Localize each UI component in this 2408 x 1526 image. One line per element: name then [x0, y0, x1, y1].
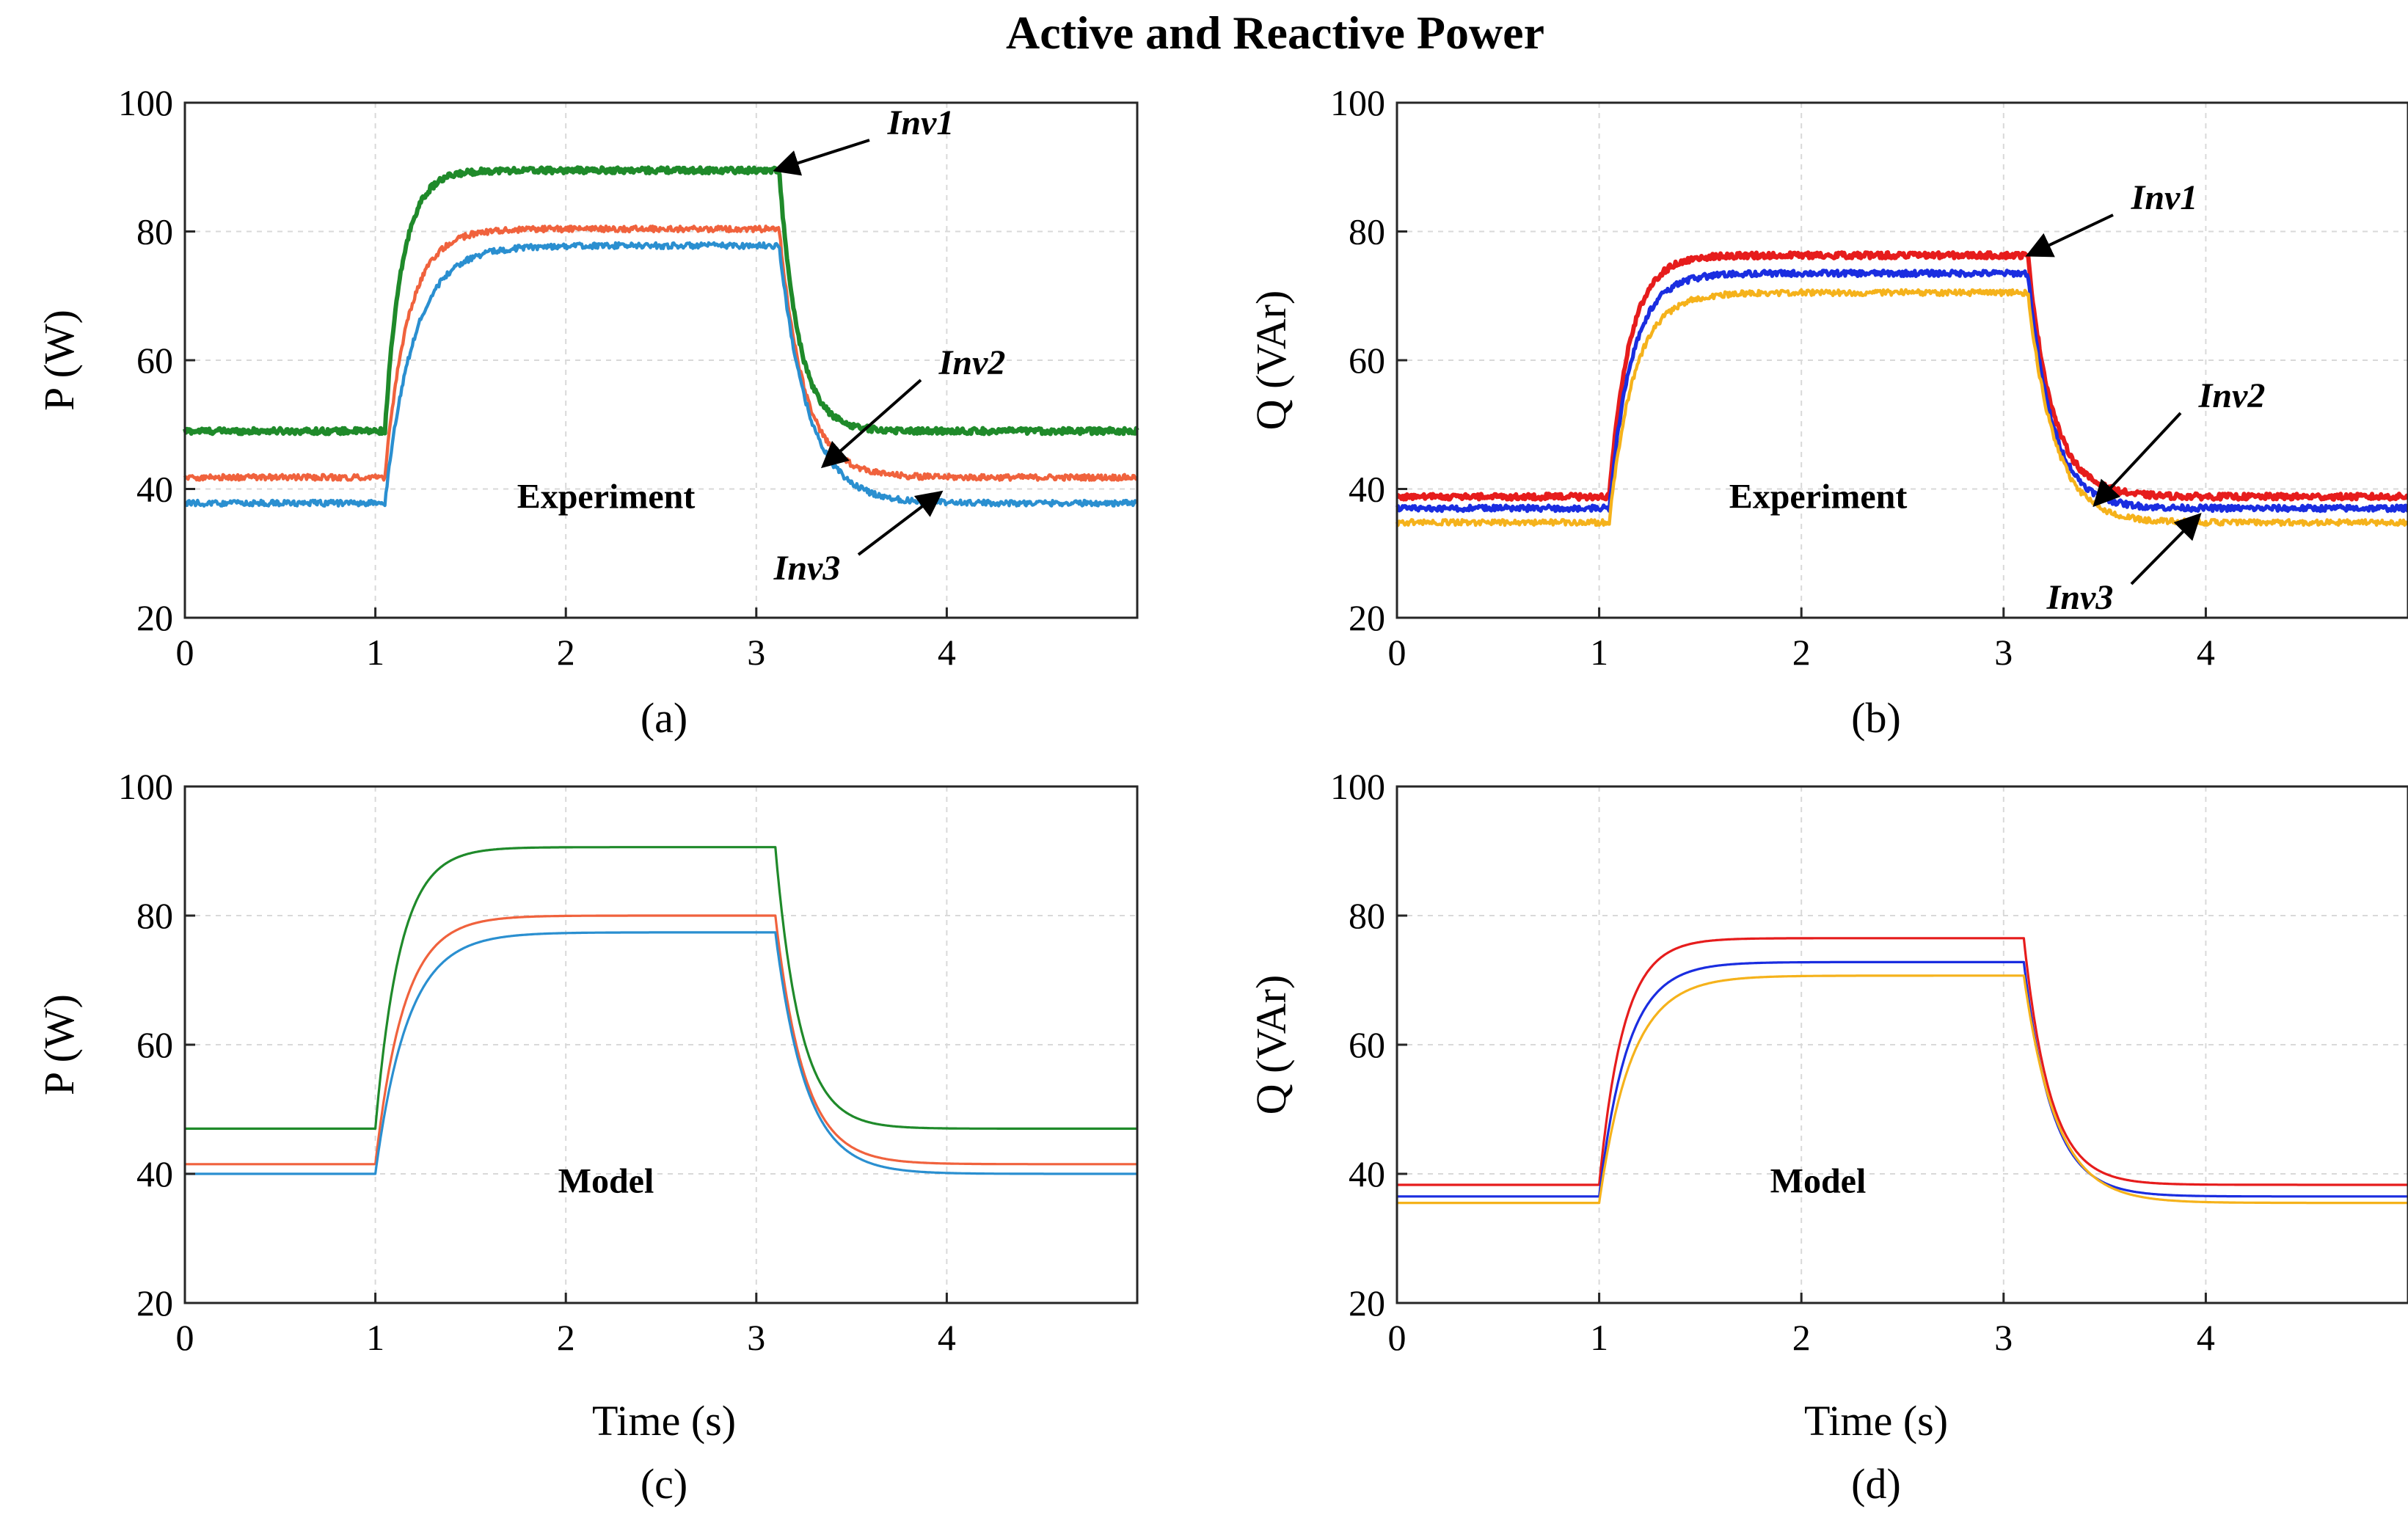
y-tick-label: 40	[1349, 1153, 1385, 1194]
y-axis-label: Q (VAr)	[1247, 975, 1295, 1115]
x-tick-label: 3	[1994, 1317, 2013, 1358]
x-tick-label: 4	[2197, 632, 2215, 673]
x-tick-label: 0	[1388, 632, 1407, 673]
y-tick-label: 60	[136, 340, 173, 381]
series-line-inv2	[1396, 960, 2408, 1198]
x-tick-label: 3	[747, 632, 765, 673]
annotation-inv1: Inv1	[2131, 178, 2198, 217]
series-line-inv3	[184, 931, 1138, 1175]
y-tick-label: 20	[1349, 1282, 1385, 1324]
x-tick-label: 1	[366, 1317, 384, 1358]
series-line-inv1	[1396, 937, 2408, 1186]
y-tick-label: 40	[136, 469, 173, 510]
y-tick-label: 100	[1330, 766, 1385, 807]
panel-caption: (b)	[1851, 694, 1901, 742]
panel-note: Experiment	[517, 478, 696, 516]
panel-caption: (d)	[1851, 1460, 1901, 1508]
annotation-inv3: Inv3	[773, 549, 841, 588]
x-axis-label: Time (s)	[592, 1397, 736, 1445]
chart-panel-d: 0 1 2 3 4 20 40 60 80 100 Q (VAr) Time (s) (d) Model	[1247, 766, 2408, 1508]
panel-note: Model	[1770, 1161, 1867, 1200]
series-line-inv1	[1395, 250, 2408, 502]
annotation-arrow	[773, 139, 870, 176]
x-tick-label: 4	[938, 1317, 956, 1358]
x-tick-label: 3	[747, 1317, 765, 1358]
annotation-inv2: Inv2	[2198, 376, 2266, 415]
annotation-arrow	[820, 379, 922, 469]
x-tick-label: 4	[938, 632, 956, 673]
y-tick-label: 80	[136, 211, 173, 252]
y-tick-label: 20	[136, 597, 173, 638]
series-line-inv3	[1395, 288, 2408, 527]
y-tick-label: 80	[136, 895, 173, 936]
annotation-arrow	[2093, 412, 2182, 508]
y-tick-label: 100	[118, 82, 173, 123]
chart-panel-c: 0 1 2 3 4 20 40 60 80 100 P (W) Time (s) (c) Model	[35, 766, 1139, 1508]
x-tick-label: 3	[1994, 632, 2013, 673]
chart-panel-b: 0 1 2 3 4 20 40 60 80 100 Q (VAr) (b) Experiment Inv1…	[1247, 82, 2408, 742]
annotation-arrow	[2130, 513, 2202, 585]
panel-caption: (a)	[641, 694, 687, 742]
x-tick-label: 4	[2197, 1317, 2215, 1358]
x-axis-label: Time (s)	[1804, 1397, 1948, 1445]
y-tick-label: 60	[1349, 340, 1385, 381]
y-tick-label: 40	[1349, 469, 1385, 510]
x-tick-label: 1	[1590, 632, 1608, 673]
x-tick-label: 1	[1590, 1317, 1608, 1358]
x-tick-label: 2	[557, 1317, 575, 1358]
y-tick-label: 20	[1349, 597, 1385, 638]
x-tick-label: 1	[366, 632, 384, 673]
series-line-inv2	[183, 224, 1138, 482]
x-tick-label: 2	[1792, 1317, 1811, 1358]
series-line-inv2	[1395, 269, 2408, 514]
y-tick-label: 60	[1349, 1024, 1385, 1065]
y-tick-label: 100	[118, 766, 173, 807]
series-line-inv3	[183, 241, 1138, 508]
y-tick-label: 20	[136, 1282, 173, 1324]
series-line-inv1	[183, 165, 1139, 437]
y-axis-label: P (W)	[35, 994, 83, 1095]
series-line-inv3	[1396, 974, 2408, 1205]
panel-note: Model	[558, 1161, 654, 1200]
x-tick-label: 2	[557, 632, 575, 673]
annotation-inv2: Inv2	[938, 343, 1006, 382]
annotation-inv3: Inv3	[2046, 578, 2114, 617]
chart-panel-a: 0 1 2 3 4 20 40 60 80 100 P (W) (a) Experiment Inv1 In…	[35, 82, 1139, 742]
annotation-inv1: Inv1	[887, 103, 955, 142]
series-line-inv2	[184, 914, 1138, 1166]
y-tick-label: 40	[136, 1153, 173, 1194]
annotation-arrow	[2025, 213, 2114, 258]
y-axis-label: P (W)	[35, 310, 83, 411]
panel-caption: (c)	[641, 1460, 687, 1508]
x-tick-label: 0	[1388, 1317, 1407, 1358]
y-tick-label: 80	[1349, 211, 1385, 252]
annotation-arrow	[857, 490, 944, 556]
y-tick-label: 80	[1349, 895, 1385, 936]
y-tick-label: 100	[1330, 82, 1385, 123]
panel-note: Experiment	[1729, 478, 1908, 516]
y-axis-label: Q (VAr)	[1247, 291, 1295, 431]
x-tick-label: 0	[176, 1317, 194, 1358]
x-tick-label: 2	[1792, 632, 1811, 673]
figure-title: Active and Reactive Power	[1006, 7, 1544, 59]
y-tick-label: 60	[136, 1024, 173, 1065]
x-tick-label: 0	[176, 632, 194, 673]
series-line-inv1	[184, 846, 1138, 1130]
